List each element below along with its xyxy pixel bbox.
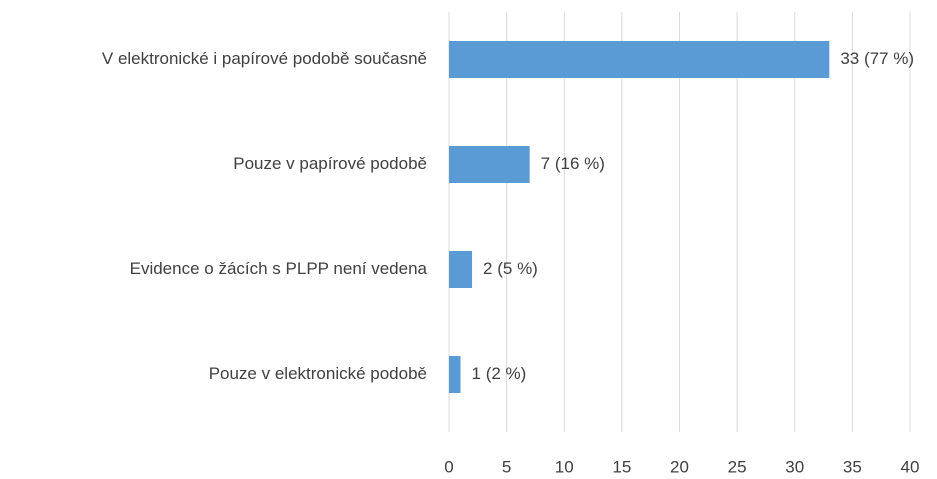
bar bbox=[449, 41, 830, 78]
data-label: 33 (77 %) bbox=[840, 49, 914, 68]
x-tick-label: 40 bbox=[901, 457, 920, 476]
x-tick-label: 0 bbox=[444, 457, 453, 476]
bar bbox=[449, 356, 461, 393]
x-tick-label: 10 bbox=[555, 457, 574, 476]
bar bbox=[449, 251, 473, 288]
data-label: 1 (2 %) bbox=[472, 364, 527, 383]
bar bbox=[449, 146, 530, 183]
y-tick-label: Pouze v elektronické podobě bbox=[209, 364, 427, 383]
y-tick-label: V elektronické i papírové podobě současn… bbox=[102, 49, 427, 68]
x-tick-label: 25 bbox=[728, 457, 747, 476]
x-tick-label: 20 bbox=[670, 457, 689, 476]
data-label: 2 (5 %) bbox=[483, 259, 538, 278]
y-tick-label: Pouze v papírové podobě bbox=[233, 154, 427, 173]
data-label: 7 (16 %) bbox=[541, 154, 605, 173]
x-tick-label: 5 bbox=[502, 457, 511, 476]
y-tick-label: Evidence o žácích s PLPP není vedena bbox=[130, 259, 428, 278]
x-tick-label: 15 bbox=[612, 457, 631, 476]
x-tick-label: 35 bbox=[843, 457, 862, 476]
x-tick-label: 30 bbox=[785, 457, 804, 476]
